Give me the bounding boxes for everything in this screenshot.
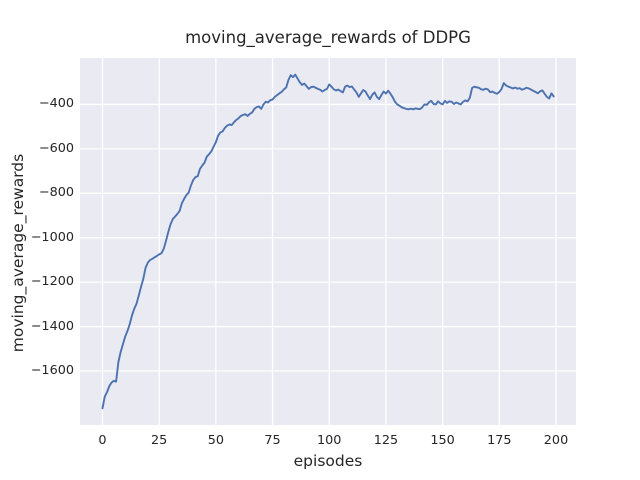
y-tick-label: −1200 bbox=[30, 274, 74, 290]
x-tick-label: 100 bbox=[317, 433, 342, 448]
y-tick-label: −600 bbox=[38, 140, 74, 156]
y-tick-label: −1000 bbox=[30, 229, 74, 245]
y-tick-label: −400 bbox=[38, 96, 74, 112]
x-tick-label: 75 bbox=[264, 433, 281, 448]
plot-area bbox=[80, 58, 576, 425]
series-line-moving_average_rewards bbox=[101, 73, 555, 410]
x-tick-label: 25 bbox=[151, 433, 168, 448]
x-tick-label: 125 bbox=[373, 433, 399, 448]
chart-title: moving_average_rewards of DDPG bbox=[185, 28, 471, 47]
x-tick-label: 0 bbox=[98, 433, 107, 448]
y-tick-label: −1600 bbox=[30, 363, 74, 379]
y-tick-label: −1400 bbox=[30, 318, 74, 334]
y-tick-label: −800 bbox=[38, 185, 74, 201]
x-tick-label: 200 bbox=[543, 433, 569, 448]
x-axis-label: episodes bbox=[293, 452, 363, 470]
x-tick-label: 175 bbox=[487, 433, 512, 448]
y-axis-label: moving_average_rewards bbox=[9, 153, 27, 353]
x-tick-label: 50 bbox=[207, 433, 225, 448]
x-tick-label: 150 bbox=[430, 433, 455, 448]
